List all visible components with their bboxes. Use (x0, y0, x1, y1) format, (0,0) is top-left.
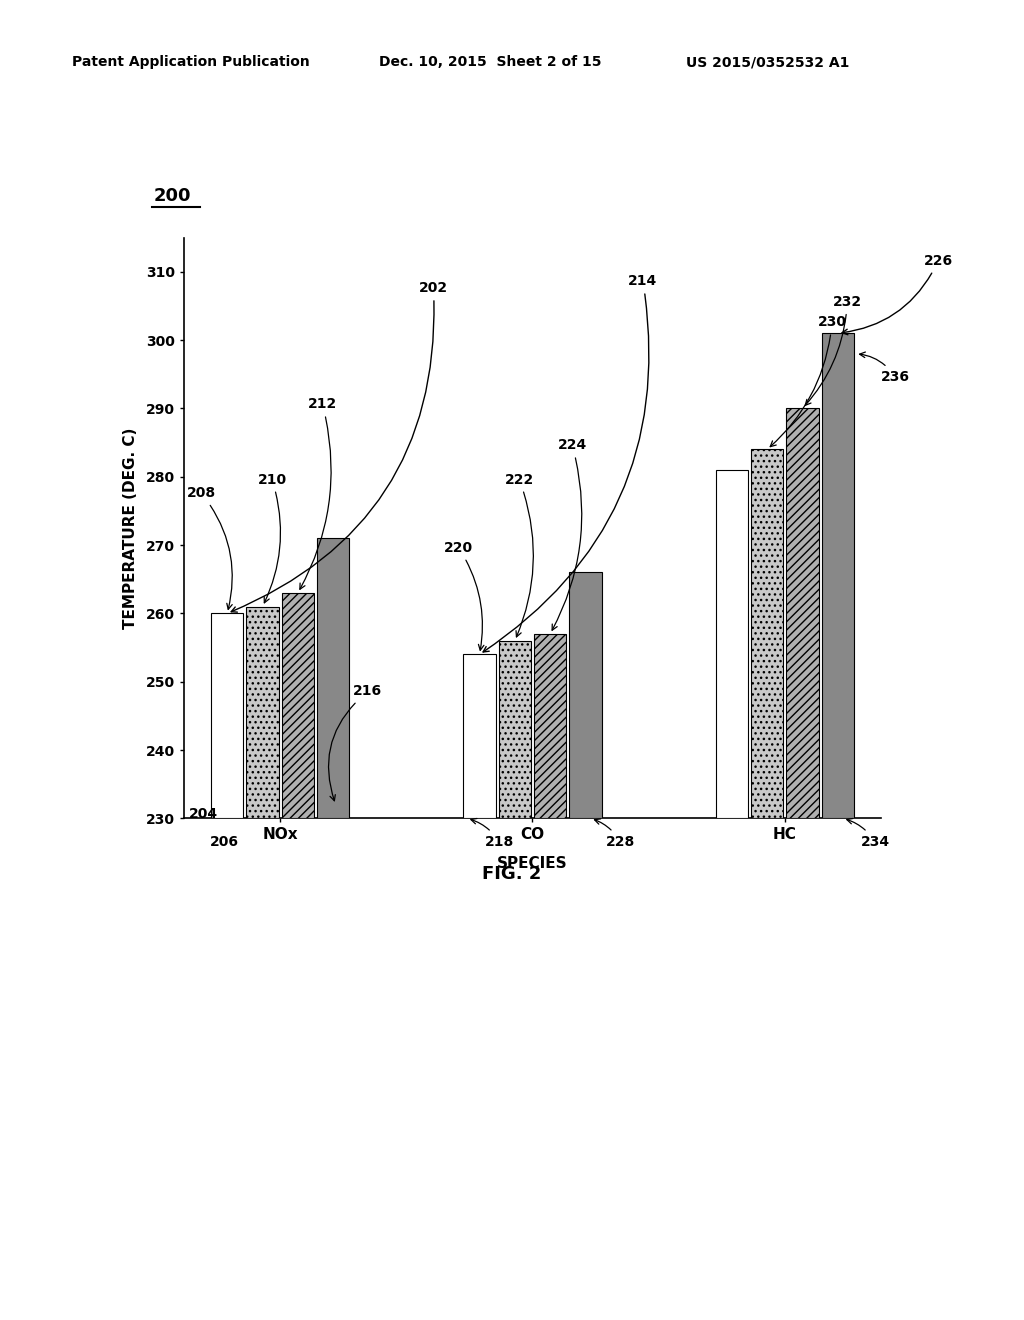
Bar (821, 333, 854, 818)
Text: Dec. 10, 2015  Sheet 2 of 15: Dec. 10, 2015 Sheet 2 of 15 (379, 55, 601, 70)
Text: 224: 224 (552, 438, 587, 630)
Bar (282, 593, 314, 818)
Text: 216: 216 (329, 684, 383, 801)
Text: Patent Application Publication: Patent Application Publication (72, 55, 309, 70)
Text: 230: 230 (770, 315, 847, 446)
Text: 214: 214 (483, 275, 657, 652)
Y-axis label: TEMPERATURE (DEG. C): TEMPERATURE (DEG. C) (123, 428, 138, 628)
Text: 232: 232 (805, 294, 862, 405)
Bar (499, 640, 531, 818)
Text: 228: 228 (595, 818, 635, 849)
Text: 218: 218 (471, 818, 514, 849)
Text: 208: 208 (186, 486, 232, 610)
Bar (751, 449, 783, 818)
Bar (316, 539, 349, 818)
Text: 236: 236 (859, 352, 909, 384)
Text: 212: 212 (300, 397, 337, 589)
Bar (247, 607, 279, 818)
Bar (569, 573, 602, 818)
Text: 200: 200 (154, 186, 191, 205)
Text: 202: 202 (231, 281, 449, 612)
Text: FIG. 2: FIG. 2 (482, 865, 542, 883)
Bar (716, 470, 749, 818)
Text: 222: 222 (505, 473, 534, 636)
Bar (786, 408, 818, 818)
Text: 204: 204 (189, 808, 218, 821)
Bar (534, 634, 566, 818)
Text: 234: 234 (847, 818, 890, 849)
Text: 210: 210 (257, 473, 287, 603)
Text: US 2015/0352532 A1: US 2015/0352532 A1 (686, 55, 850, 70)
X-axis label: SPECIES: SPECIES (498, 857, 567, 871)
Text: 206: 206 (210, 834, 239, 849)
Text: 226: 226 (842, 253, 952, 335)
Text: 220: 220 (444, 541, 484, 651)
Bar (211, 614, 244, 818)
Bar (463, 655, 496, 818)
